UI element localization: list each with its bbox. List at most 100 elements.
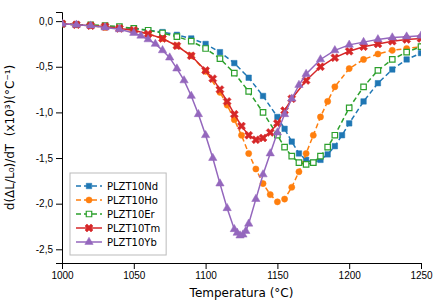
legend-label: PLZT10Tm: [107, 223, 160, 234]
legend-marker: [86, 211, 91, 216]
point: [274, 199, 280, 205]
point: [187, 91, 195, 98]
point: [389, 47, 395, 53]
series-line: [62, 24, 421, 165]
point: [171, 40, 183, 52]
point: [194, 109, 202, 116]
point: [217, 56, 222, 61]
point: [303, 162, 308, 167]
point: [388, 33, 396, 40]
point: [325, 152, 330, 157]
y-tick: -1,0: [36, 107, 62, 118]
point: [390, 67, 395, 72]
point: [375, 51, 381, 57]
series-line: [62, 24, 421, 236]
point: [332, 132, 337, 137]
x-tick-mark: [421, 263, 422, 269]
marks: [62, 18, 421, 238]
point: [346, 105, 351, 110]
legend-label: PLZT10Ho: [107, 195, 158, 206]
point: [361, 99, 366, 104]
y-tick-mark: [56, 67, 62, 68]
y-tick-mark: [56, 158, 62, 159]
point: [282, 126, 287, 131]
y-tick-mark: [56, 204, 62, 205]
point: [259, 170, 267, 177]
legend-item: PLZT10Yb: [76, 237, 157, 248]
legend-item: PLZT10Ho: [76, 195, 158, 206]
point: [339, 132, 344, 137]
y-tick-mark: [56, 249, 62, 250]
point: [360, 56, 366, 62]
legend-label: PLZT10Er: [107, 209, 156, 220]
point: [325, 144, 330, 149]
point: [158, 46, 166, 53]
legend-marker: [83, 222, 95, 234]
point: [375, 68, 380, 73]
point: [209, 153, 217, 160]
x-tick-mark: [277, 263, 278, 269]
point: [289, 184, 295, 190]
point: [311, 160, 316, 165]
series: [62, 21, 421, 165]
point: [303, 150, 309, 156]
point: [286, 93, 298, 105]
y-tick-mark: [56, 112, 62, 113]
legend-label: PLZT10Nd: [107, 181, 158, 192]
x-tick: 1000: [51, 263, 74, 281]
point: [332, 84, 338, 90]
x-tick-label: 1100: [195, 270, 217, 281]
point: [130, 28, 138, 35]
y-tick: -2,0: [36, 198, 62, 209]
y-tick-label: -0,5: [36, 61, 54, 72]
legend-box: [70, 173, 166, 255]
point: [200, 64, 212, 76]
point: [189, 38, 194, 43]
legend-marker: [86, 183, 91, 188]
x-tick-label: 1250: [410, 270, 433, 281]
point: [201, 130, 209, 137]
series: [62, 18, 421, 146]
x-tick-label: 1000: [51, 270, 74, 281]
point: [235, 120, 247, 132]
x-tick-label: 1150: [267, 270, 289, 281]
point: [260, 110, 265, 115]
legend: PLZT10Nd PLZT10Ho PLZT10Er PLZT10Tm PLZT10Yb: [70, 173, 166, 255]
point: [404, 57, 409, 62]
x-tick-mark: [134, 263, 135, 269]
x-tick: 1150: [267, 263, 289, 281]
x-tick: 1200: [339, 263, 362, 281]
point: [296, 169, 302, 175]
point: [87, 21, 95, 28]
x-tick-mark: [206, 263, 207, 269]
point: [325, 98, 331, 104]
y-tick: -1,5: [36, 153, 62, 164]
x-axis: 1000 1050 1100 1150 1200 1250: [51, 263, 433, 281]
point: [289, 153, 294, 158]
point: [180, 76, 188, 83]
point: [228, 108, 240, 120]
x-tick-mark: [349, 263, 350, 269]
point: [115, 25, 123, 32]
y-tick-label: -1,5: [36, 153, 54, 164]
x-tick-label: 1050: [123, 270, 146, 281]
point: [267, 191, 273, 197]
point: [374, 35, 382, 42]
chart: 1000105011001150120012500,0-0,5-1,0-1,5-…: [0, 0, 437, 305]
point: [345, 40, 353, 47]
y-axis-title: d(ΔL/L₀)/dT (x10³)(°C⁻¹): [3, 65, 17, 210]
point: [282, 144, 287, 149]
y-tick-mark: [56, 21, 62, 22]
point: [160, 29, 165, 34]
plot: 1000105011001150120012500,0-0,5-1,0-1,5-…: [36, 13, 433, 282]
point: [242, 226, 250, 233]
point: [375, 80, 380, 85]
x-tick-label: 1200: [339, 270, 362, 281]
point: [296, 151, 301, 156]
x-tick: 1250: [410, 263, 433, 281]
point: [361, 84, 366, 89]
point: [302, 69, 310, 76]
point: [232, 60, 237, 65]
point: [246, 75, 251, 80]
x-axis-line: [63, 264, 422, 270]
